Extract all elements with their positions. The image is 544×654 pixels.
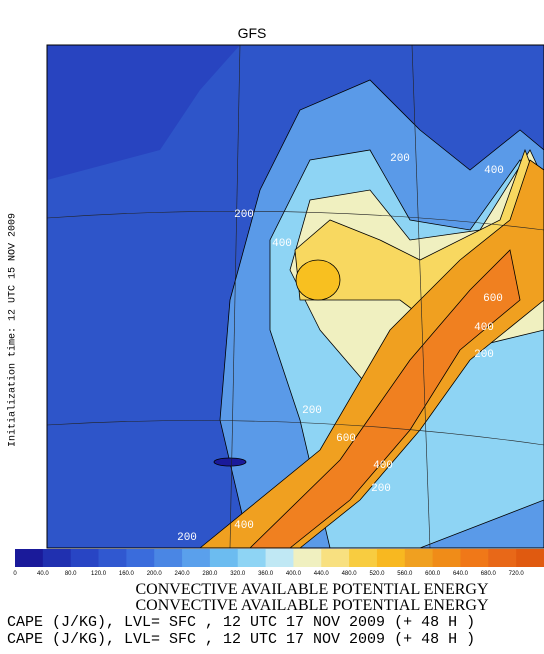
colorbar-label: 480.0 <box>342 571 358 577</box>
colorbar-label: 360.0 <box>258 571 274 577</box>
colorbar-swatch <box>126 549 155 567</box>
contour-label: 200 <box>390 153 410 165</box>
latitude-line <box>46 420 544 446</box>
init-time-label: Initialization time: 12 UTC 15 NOV 2009 <box>7 213 19 447</box>
caption-line: CONVECTIVE AVAILABLE POTENTIAL ENERGY <box>135 597 488 614</box>
colorbar-swatch <box>209 549 239 567</box>
colorbar-swatch <box>154 549 183 567</box>
colorbar-swatch <box>516 549 544 567</box>
cape-area <box>213 457 247 467</box>
colorbar-label: 680.0 <box>481 571 497 577</box>
colorbar: 0 40.0 80.0 120.0 160.0 200.0 240.0 280.0 320.0 3… <box>13 549 544 577</box>
colorbar-swatch <box>460 549 489 567</box>
colorbar-label: 440.0 <box>314 571 330 577</box>
longitude-line <box>411 44 431 549</box>
contour-label: 600 <box>483 293 503 305</box>
colorbar-swatch <box>376 549 406 567</box>
colorbar-swatch <box>182 549 211 567</box>
caption-line: CAPE (J/KG), LVL= SFC , 12 UTC 17 NOV 20… <box>7 614 475 631</box>
colorbar-swatch <box>321 549 350 567</box>
contour-label: 200 <box>302 405 322 417</box>
colorbar-label: 160.0 <box>119 571 135 577</box>
colorbar-label: 600.0 <box>425 571 441 577</box>
contour-label: 400 <box>272 238 292 250</box>
colorbar-swatch <box>404 549 434 567</box>
colorbar-label: 720.0 <box>509 571 525 577</box>
contour-label: 400 <box>373 460 393 472</box>
latitude-line <box>46 210 544 231</box>
colorbar-label: 560.0 <box>397 571 413 577</box>
cape-area <box>295 259 341 301</box>
contour-label: 200 <box>474 349 494 361</box>
graticule <box>46 44 544 549</box>
colorbar-swatch <box>265 549 294 567</box>
colorbar-swatch <box>98 549 127 567</box>
contour-label: 600 <box>336 433 356 445</box>
contour-label: 200 <box>371 483 391 495</box>
contour-label: 200 <box>234 209 254 221</box>
cape-area <box>249 249 521 549</box>
colorbar-label: 520.0 <box>369 571 385 577</box>
colorbar-swatch <box>349 549 378 567</box>
map-title: GFS <box>238 25 267 41</box>
longitude-line <box>229 44 241 549</box>
colorbar-swatch <box>237 549 267 567</box>
contour-label: 400 <box>234 520 254 532</box>
colorbar-label: 120.0 <box>91 571 107 577</box>
colorbar-swatch <box>42 549 72 567</box>
colorbar-label: 240.0 <box>175 571 191 577</box>
low-cape-area <box>47 45 240 180</box>
map-frame <box>46 44 544 549</box>
map: 200 400 200 400 600 400 200 200 600 400 … <box>46 44 544 549</box>
colorbar-label: 80.0 <box>65 571 77 577</box>
colorbar-label: 200.0 <box>147 571 163 577</box>
colorbar-swatch <box>432 549 461 567</box>
colorbar-label: 320.0 <box>230 571 246 577</box>
contour-label: 200 <box>177 532 197 544</box>
caption-line: CAPE (J/KG), LVL= SFC , 12 UTC 17 NOV 20… <box>7 631 475 648</box>
colorbar-label: 0 <box>13 571 17 577</box>
colorbar-label: 280.0 <box>202 571 218 577</box>
colorbar-swatch <box>488 549 517 567</box>
colorbar-label: 40.0 <box>37 571 49 577</box>
colorbar-swatch <box>293 549 322 567</box>
colorbar-label: 400.0 <box>286 571 302 577</box>
colorbar-swatch <box>70 549 100 567</box>
contour-label: 400 <box>474 322 494 334</box>
colorbar-swatch <box>15 549 44 567</box>
contour-label: 400 <box>484 165 504 177</box>
contour-labels: 200 400 200 400 600 400 200 200 600 400 … <box>177 153 504 544</box>
caption-line: CONVECTIVE AVAILABLE POTENTIAL ENERGY <box>135 581 488 598</box>
colorbar-label: 640.0 <box>453 571 469 577</box>
